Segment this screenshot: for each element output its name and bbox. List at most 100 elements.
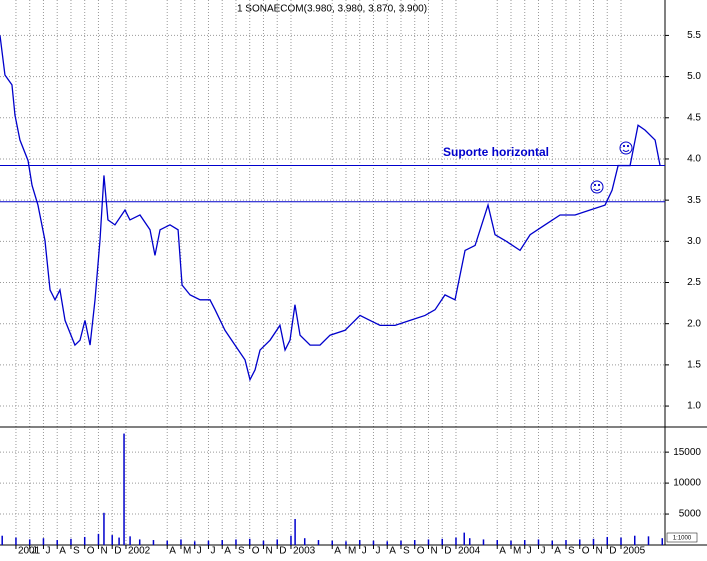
volume-bar [345,541,347,545]
x-tick-label: M [513,546,521,556]
x-tick-label: J [527,546,532,556]
price-line [0,35,661,382]
x-tick-label: J [210,546,215,556]
x-tick-label: O [252,546,260,556]
volume-bar [303,538,306,545]
volume-bar [15,537,17,545]
volume-bar [235,539,237,545]
volume-bar [565,540,567,545]
volume-bar [468,538,471,545]
volume-bar [551,540,553,545]
x-tick-label: A [334,546,341,556]
x-tick-label: N [265,546,272,556]
unit-label: 1:1000 [673,536,692,542]
volume-bar [455,537,457,545]
volume-bar [166,540,168,545]
y-tick-label: 5.0 [687,71,701,82]
y-tick-label: 1.0 [687,401,701,412]
volume-bar [413,540,416,545]
volume-bar [221,540,223,545]
x-tick-label: M [348,546,356,556]
x-tick-label: 2002 [128,546,151,556]
volume-bar [111,535,113,545]
volume-bar [620,537,622,545]
y-tick-label: 3.5 [687,195,701,206]
volume-bar [42,538,45,545]
volume-bar [441,538,443,545]
volume-bar [523,540,526,545]
y-tick-label: 4.5 [687,112,701,123]
volume-bar [248,538,251,545]
volume-bar [123,433,125,545]
x-tick-label: 2005 [623,546,646,556]
volume-bar [331,540,333,545]
volume-bar [83,536,86,545]
x-tick-label: J [375,546,380,556]
x-tick-label: A [169,546,176,556]
x-tick-label: O [417,546,425,556]
y-tick-label: 5.5 [687,30,701,41]
y-tick-label: 10000 [673,478,701,489]
volume-bar [193,541,196,545]
y-tick-label: 4.0 [687,154,701,165]
volume-bar [180,539,182,545]
volume-bar [427,539,430,545]
volume-bar [386,541,388,545]
x-tick-label: D [444,546,451,556]
x-tick-label: N [430,546,437,556]
volume-bar [70,538,72,545]
x-tick-label: J [45,546,50,556]
volume-bar [1,535,3,545]
x-tick-label: 2001 [18,546,41,556]
x-tick-label: A [224,546,231,556]
volume-bar [592,538,595,545]
volume-bar [647,536,650,545]
volume-bar [262,540,265,545]
volume-bar [633,535,636,545]
volume-bar [372,540,375,545]
volume-bar [496,540,498,545]
volume-bar [152,540,155,545]
annotation: Suporte horizontal [443,145,549,159]
volume-bar [482,539,485,545]
volume-bar [463,532,465,545]
x-tick-label: J [32,546,37,556]
x-tick-label: 2003 [293,546,316,556]
volume-bar [661,538,663,545]
x-tick-label: D [114,546,121,556]
x-tick-label: O [582,546,590,556]
x-tick-label: N [100,546,107,556]
volume-bar [358,540,361,545]
volume-bar [97,533,100,545]
x-tick-label: J [197,546,202,556]
x-tick-label: 2004 [458,546,481,556]
x-tick-label: O [87,546,95,556]
volume-bar [118,537,120,545]
x-tick-label: A [389,546,396,556]
y-tick-label: 1.5 [687,360,701,371]
x-tick-label: M [183,546,191,556]
volume-bar [103,512,105,545]
x-tick-label: D [609,546,616,556]
x-tick-label: S [568,546,575,556]
smileys [590,141,633,194]
x-tick-label: A [59,546,66,556]
volume-bar [138,539,141,545]
x-tick-label: N [595,546,602,556]
volume-bar [56,540,58,545]
volume-bar [129,536,131,545]
y-tick-label: 5000 [679,509,702,520]
volume-bar [207,540,210,545]
x-tick-label: D [279,546,286,556]
volume-bar [537,539,540,545]
volume-bar [578,539,581,545]
x-tick-label: A [499,546,506,556]
chart-title: 1 SONAECOM(3.980, 3.980, 3.870, 3.900) [237,4,427,15]
y-tick-label: 15000 [673,447,701,458]
volume-bar [317,540,320,545]
x-tick-label: S [403,546,410,556]
x-tick-label: J [540,546,545,556]
y-tick-label: 2.5 [687,277,701,288]
